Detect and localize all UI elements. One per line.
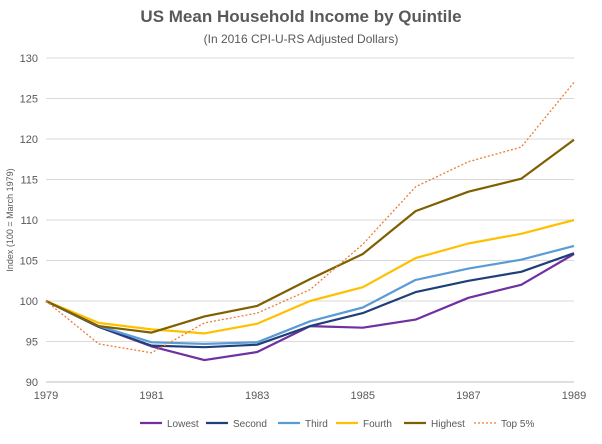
y-tick-label: 90 [26, 377, 38, 389]
legend-label: Second [233, 419, 267, 430]
series-line-second [45, 252, 575, 349]
legend-label: Third [305, 419, 328, 430]
y-axis-ticks: 90 95 100 105 110 115 120 125 130 [20, 53, 38, 389]
series-line-highest [45, 138, 575, 334]
x-tick-label: 1989 [562, 390, 586, 402]
x-axis-ticks: 1979 1981 1983 1985 1987 1989 [34, 390, 586, 402]
legend-item-third: Third [278, 419, 328, 430]
y-tick-label: 95 [26, 337, 38, 349]
legend-label: Top 5% [501, 419, 534, 430]
legend: Lowest Second Third Fourth Highest Top 5% [140, 419, 534, 430]
legend-item-fourth: Fourth [336, 419, 392, 430]
y-tick-label: 115 [20, 175, 38, 187]
x-tick-label: 1979 [34, 390, 58, 402]
y-tick-label: 125 [20, 94, 38, 106]
series-line-top-5 [45, 81, 575, 354]
legend-label: Fourth [363, 419, 392, 430]
x-tick-label: 1987 [456, 390, 480, 402]
legend-label: Highest [431, 419, 465, 430]
legend-item-top-5: Top 5% [474, 419, 534, 430]
y-tick-label: 110 [20, 215, 38, 227]
x-tick-label: 1985 [351, 390, 375, 402]
legend-item-lowest: Lowest [140, 419, 199, 430]
legend-label: Lowest [167, 419, 199, 430]
x-tick-label: 1981 [139, 390, 163, 402]
chart-subtitle: (In 2016 CPI-U-RS Adjusted Dollars) [203, 32, 399, 46]
series-line-lowest [45, 253, 575, 362]
series-lines [45, 81, 575, 362]
gridlines [46, 57, 574, 383]
chart-title: US Mean Household Income by Quintile [140, 7, 462, 26]
series-line-fourth [45, 218, 575, 335]
series-line-third [45, 244, 575, 345]
y-tick-label: 130 [20, 53, 38, 65]
y-tick-label: 120 [20, 134, 38, 146]
legend-item-highest: Highest [404, 419, 465, 430]
y-axis-label: Index (100 = March 1979) [5, 168, 15, 271]
y-tick-label: 100 [20, 296, 38, 308]
legend-item-second: Second [206, 419, 267, 430]
y-tick-label: 105 [20, 256, 38, 268]
x-tick-label: 1983 [245, 390, 269, 402]
